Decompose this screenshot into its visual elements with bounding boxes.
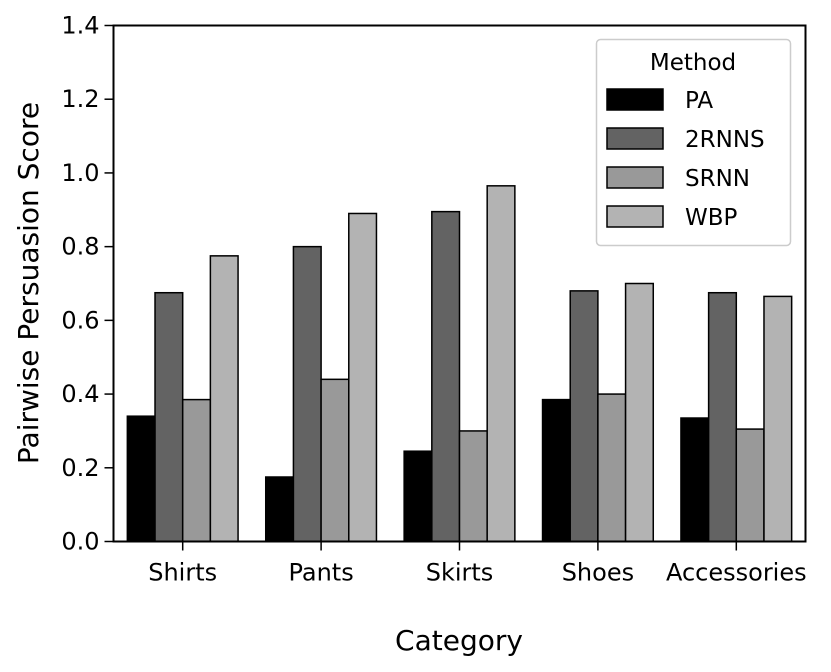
plot-frame bbox=[112, 24, 807, 543]
y-tick-label: 0.4 bbox=[61, 380, 99, 408]
legend-title: Method bbox=[650, 50, 736, 76]
bar-pa-shoes bbox=[541, 398, 571, 543]
y-tick-label: 1.2 bbox=[61, 85, 99, 113]
legend-items: PA 2RNNS SRNN WBP bbox=[606, 88, 765, 231]
legend: Method PA 2RNNS SRNN WBP bbox=[595, 38, 792, 247]
bar-pa-shirts bbox=[126, 415, 156, 543]
bar-srnn-shoes bbox=[597, 393, 627, 543]
x-tick-label: Skirts bbox=[426, 559, 494, 587]
y-tick-label: 0.8 bbox=[61, 233, 99, 261]
x-axis-title: Category bbox=[395, 624, 523, 657]
y-tick-label: 0.6 bbox=[61, 306, 99, 334]
bar-wbp-shirts bbox=[209, 255, 239, 543]
y-tick-label: 0.2 bbox=[61, 454, 99, 482]
bar-pa-pants bbox=[264, 476, 295, 543]
bar-2rnns-pants bbox=[292, 245, 322, 543]
bar-wbp-pants bbox=[348, 212, 378, 543]
y-axis-title: Pairwise Persuasion Score bbox=[12, 102, 45, 464]
bar-wbp-skirts bbox=[486, 185, 516, 543]
bar-2rnns-shoes bbox=[569, 290, 599, 543]
bar-srnn-accessories bbox=[735, 428, 765, 543]
x-tick-label: Accessories bbox=[666, 559, 807, 587]
y-tick-label: 0.0 bbox=[61, 528, 99, 556]
bar-2rnns-accessories bbox=[707, 291, 738, 543]
legend-label-wbp: WBP bbox=[685, 205, 738, 231]
y-tick-label: 1.0 bbox=[61, 159, 99, 187]
legend-swatch-pa bbox=[606, 88, 664, 111]
x-tick-label: Pants bbox=[288, 559, 353, 587]
bar-wbp-accessories bbox=[763, 295, 793, 543]
x-tick-label: Shirts bbox=[148, 559, 217, 587]
legend-swatch-wbp bbox=[606, 205, 664, 228]
x-tick-label: Shoes bbox=[562, 559, 634, 587]
x-axis: Shirts Pants Skirts Shoes Accessories bbox=[148, 541, 807, 587]
y-tick-label: 1.4 bbox=[61, 12, 99, 40]
bar-pa-skirts bbox=[403, 450, 433, 543]
legend-swatch-srnn bbox=[606, 166, 664, 189]
bar-srnn-skirts bbox=[458, 430, 488, 543]
bar-wbp-shoes bbox=[624, 282, 655, 543]
bar-pa-accessories bbox=[680, 417, 710, 543]
bar-srnn-shirts bbox=[181, 398, 212, 543]
bars-layer bbox=[126, 185, 793, 543]
bar-2rnns-skirts bbox=[431, 210, 461, 543]
legend-label-pa: PA bbox=[685, 88, 713, 114]
legend-label-2rnns: 2RNNS bbox=[685, 127, 765, 153]
bar-srnn-pants bbox=[320, 378, 350, 543]
legend-label-srnn: SRNN bbox=[685, 166, 750, 192]
legend-swatch-2rnns bbox=[606, 127, 664, 150]
y-axis: 0.0 0.2 0.4 0.6 0.8 1.0 1.2 1.4 bbox=[61, 12, 114, 556]
bar-2rnns-shirts bbox=[154, 291, 184, 543]
